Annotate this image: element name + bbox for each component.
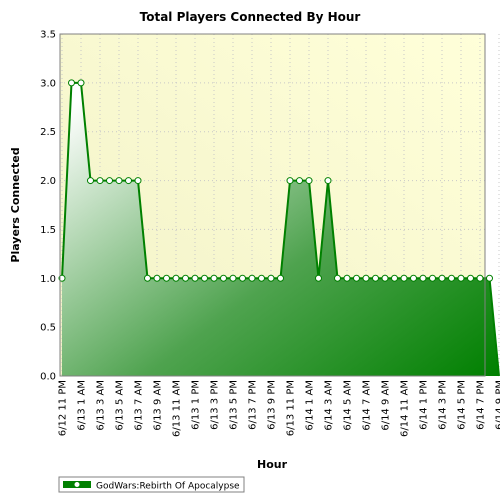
data-point: [334, 274, 341, 282]
legend: GodWars:Rebirth Of Apocalypse: [58, 476, 245, 493]
data-point: [324, 177, 332, 185]
data-point: [125, 177, 132, 185]
y-tick-label: 1.5: [40, 225, 56, 236]
data-point: [372, 274, 379, 282]
data-point: [172, 274, 180, 282]
data-point: [438, 274, 446, 282]
data-point: [68, 79, 75, 87]
data-point: [153, 274, 161, 282]
data-point: [286, 177, 294, 185]
data-point: [191, 274, 199, 282]
x-tick-label: 6/13 9 AM: [153, 380, 164, 431]
data-point: [353, 274, 360, 282]
data-point: [77, 79, 85, 87]
data-point: [486, 274, 493, 282]
x-tick-label: 6/13 7 PM: [248, 380, 259, 430]
data-point: [476, 274, 484, 282]
plot-frame: [59, 33, 486, 377]
x-axis-label: Hour: [257, 458, 288, 471]
data-point: [410, 274, 417, 282]
x-tick-label: 6/14 9 AM: [381, 380, 392, 431]
data-point: [163, 274, 170, 282]
data-point: [182, 274, 189, 282]
x-tick-label: 6/14 9 PM: [495, 380, 500, 430]
x-tick-label: 6/13 1 AM: [77, 380, 88, 431]
y-tick-labels: 0.0 0.5 1.0 1.5 2.0 2.5 3.0 3.5: [40, 30, 56, 383]
x-tick-label: 6/14 3 PM: [438, 380, 449, 430]
data-point: [296, 177, 303, 185]
data-point: [144, 274, 151, 282]
data-point: [391, 274, 398, 282]
data-point: [419, 274, 427, 282]
data-point: [467, 274, 474, 282]
x-tick-label: 6/14 7 AM: [362, 380, 373, 431]
marker-layer: [58, 79, 493, 282]
data-point: [448, 274, 455, 282]
y-tick-label: 3.5: [40, 30, 56, 41]
data-point: [400, 274, 408, 282]
x-tick-label: 6/13 11 AM: [172, 380, 183, 437]
data-point: [277, 274, 284, 282]
x-tick-label: 6/12 11 PM: [58, 380, 69, 436]
y-tick-label: 1.0: [40, 274, 56, 285]
area-fill: [62, 82, 499, 377]
legend-series-name: GodWars:Rebirth Of Apocalypse: [96, 482, 240, 492]
x-tick-label: 6/13 11 PM: [286, 380, 297, 436]
x-tick-label: 6/14 7 PM: [476, 380, 487, 430]
data-point: [229, 274, 237, 282]
y-tick-label: 2.5: [40, 127, 56, 138]
x-tick-label: 6/14 1 AM: [305, 380, 316, 431]
chart-title: Total Players Connected By Hour: [140, 10, 361, 24]
data-point: [429, 274, 436, 282]
x-tick-label: 6/13 5 PM: [229, 380, 240, 430]
data-point: [96, 177, 104, 185]
data-point: [210, 274, 218, 282]
data-point: [134, 177, 142, 185]
x-tick-label: 6/14 1 PM: [419, 380, 430, 430]
data-point: [258, 274, 265, 282]
legend-box: [58, 476, 245, 493]
x-tick-label: 6/13 9 PM: [267, 380, 278, 430]
data-point: [87, 177, 94, 185]
data-point: [220, 274, 227, 282]
data-point: [248, 274, 256, 282]
y-tick-label: 2.0: [40, 176, 56, 187]
data-point: [305, 177, 313, 185]
y-axis-label: Players Connected: [9, 147, 22, 262]
data-point: [343, 274, 351, 282]
x-tick-label: 6/13 3 PM: [210, 380, 221, 430]
x-tick-label: 6/13 1 PM: [191, 380, 202, 430]
x-tick-labels: 6/12 11 PM 6/13 1 AM 6/13 3 AM 6/13 5 AM 6/1…: [58, 380, 500, 437]
legend-marker: [73, 481, 81, 488]
x-tick-label: 6/13 5 AM: [115, 380, 126, 431]
y-tick-label: 3.0: [40, 78, 56, 89]
data-point: [239, 274, 246, 282]
x-tick-label: 6/13 3 AM: [96, 380, 107, 431]
data-point: [457, 274, 465, 282]
x-tick-label: 6/14 5 PM: [457, 380, 468, 430]
data-point: [106, 177, 113, 185]
data-point: [315, 274, 322, 282]
x-tick-label: 6/13 7 AM: [134, 380, 145, 431]
y-tick-label: 0.5: [40, 323, 56, 334]
x-tick-label: 6/14 3 AM: [324, 380, 335, 431]
x-tick-label: 6/14 5 AM: [343, 380, 354, 431]
data-point: [267, 274, 275, 282]
y-tick-label: 0.0: [40, 372, 56, 383]
data-point: [201, 274, 208, 282]
x-tick-label: 6/14 11 AM: [400, 380, 411, 437]
data-point: [115, 177, 123, 185]
data-point: [381, 274, 389, 282]
data-point: [362, 274, 370, 282]
